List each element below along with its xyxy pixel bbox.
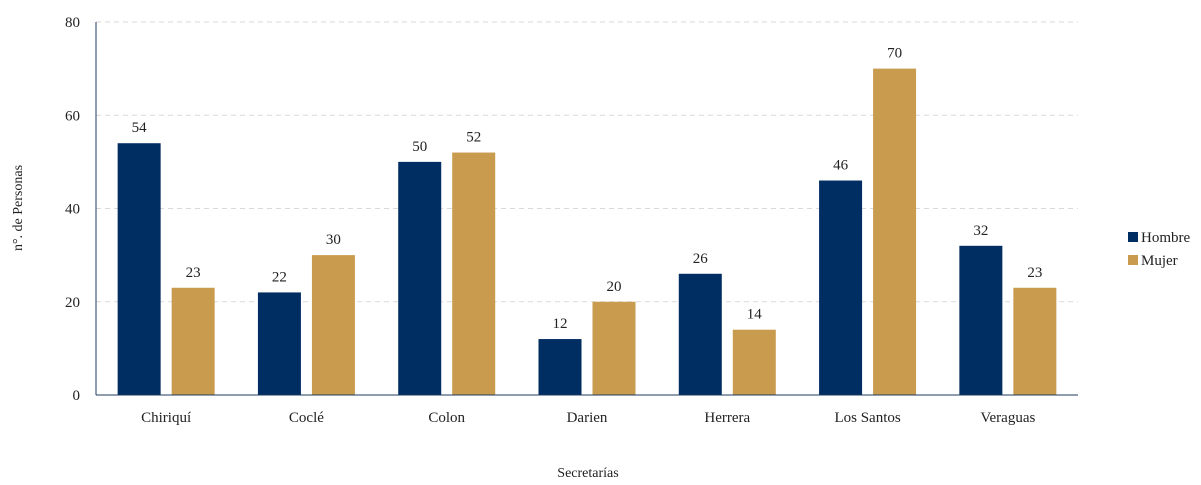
bar-mujer [311,255,355,395]
x-tick-label: Coclé [289,410,324,426]
x-tick-label: Los Santos [834,410,900,426]
data-label: 23 [186,265,201,281]
bar-hombre [257,292,301,395]
grid-lines [96,21,1078,303]
x-tick-label: Veraguas [980,410,1035,426]
x-axis-title: Secretarías [557,466,618,481]
y-tick-label: 0 [73,388,81,404]
data-label: 20 [607,279,622,295]
bars [117,68,1057,395]
bar-mujer [592,301,636,395]
bar-hombre [538,339,582,395]
bar-mujer [171,287,215,395]
data-label: 22 [272,269,287,285]
data-label: 52 [466,130,481,146]
bar-hombre [819,180,863,395]
data-label: 12 [553,316,568,332]
legend: Hombre Mujer [1128,230,1190,269]
labels: 0 20 40 60 80 54 23 Chiriquí 22 30 Coclé 50 52 Colon 1… [65,15,1042,426]
axes [95,22,1078,396]
data-label: 54 [132,120,148,136]
y-tick-label: 40 [65,202,80,218]
x-tick-label: Chiriquí [141,410,191,426]
data-label: 50 [412,139,427,155]
x-tick-label: Herrera [704,410,750,426]
bar-hombre [398,161,442,395]
bar-hombre [678,273,722,395]
data-label: 14 [747,307,763,323]
y-tick-label: 80 [65,15,80,31]
data-label: 26 [693,251,709,267]
data-label: 46 [833,158,849,174]
data-label: 30 [326,232,341,248]
bar-mujer [452,152,496,395]
x-tick-label: Colon [428,410,465,426]
data-label: 23 [1027,265,1042,281]
bar-hombre [117,143,161,395]
data-label: 32 [973,223,988,239]
bar-mujer [1013,287,1057,395]
data-label: 70 [887,46,902,62]
y-tick-label: 60 [65,108,80,124]
bar-hombre [959,245,1003,395]
x-tick-label: Darien [567,410,608,426]
legend-swatch [1128,232,1138,242]
legend-label: Hombre [1141,230,1190,246]
bar-mujer [732,329,776,395]
bar-mujer [873,68,917,395]
legend-label: Mujer [1141,253,1178,269]
legend-swatch [1128,255,1138,265]
y-axis-title: n°. de Personas [11,165,26,251]
y-tick-label: 20 [65,295,80,311]
